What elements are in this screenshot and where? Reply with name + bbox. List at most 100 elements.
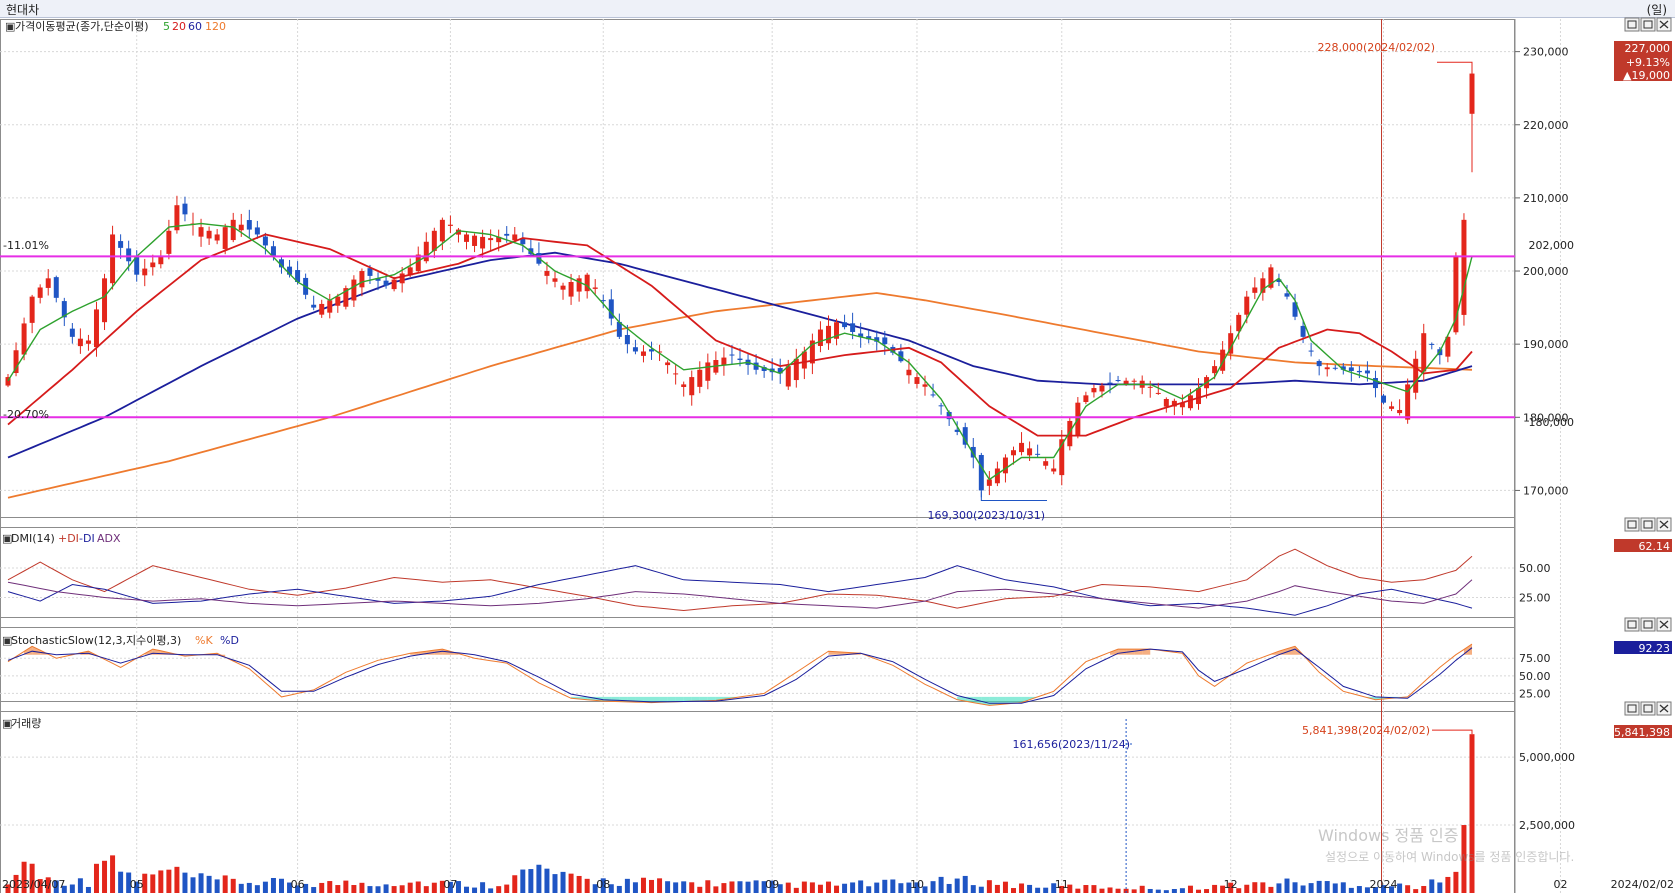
vol-panel-frame xyxy=(0,701,1515,893)
volume-bar xyxy=(946,883,952,893)
min-box-icon xyxy=(1627,704,1637,713)
window-titlebar: 현대차 (일) xyxy=(0,0,1675,18)
candle-body xyxy=(1276,279,1282,282)
panel-min-button[interactable] xyxy=(1624,701,1640,716)
volume-bar xyxy=(21,861,27,893)
overbought-fill xyxy=(32,646,41,655)
volume-bar xyxy=(415,881,421,893)
volume-bar xyxy=(423,886,429,893)
volume-bar xyxy=(69,884,75,893)
candle-body xyxy=(721,357,727,366)
volume-bar xyxy=(705,880,711,893)
x-tick-label: 09 xyxy=(765,878,779,891)
candle-body xyxy=(1260,278,1266,293)
volume-bar xyxy=(455,881,461,893)
volume-bar xyxy=(1381,885,1387,893)
horizontal-lines[interactable] xyxy=(0,61,1515,502)
ma120-path xyxy=(7,292,1473,499)
stock-chart[interactable]: 2023/04/07 05 06 07 08 09 10 11 12 2024 02 2024/02/… xyxy=(0,17,1675,893)
dmi-panel-legend[interactable]: ▣ DMI(14) +DI -DI ADX xyxy=(2,532,121,545)
candle-body xyxy=(1381,395,1387,403)
price-tick-label: 230,000 xyxy=(1523,46,1569,59)
candle-body xyxy=(45,278,51,288)
hline-upper-value: 202,000 xyxy=(1529,239,1575,252)
panel-close-button[interactable] xyxy=(1656,701,1672,716)
candle-body xyxy=(632,347,638,352)
panel-controls[interactable] xyxy=(1624,17,1672,716)
max-icon xyxy=(1640,617,1656,632)
candle-body xyxy=(649,349,655,352)
candle-body xyxy=(1187,395,1193,409)
candle-body xyxy=(1268,267,1274,288)
candle-body xyxy=(93,309,99,348)
candle-body xyxy=(439,219,445,242)
volume-bar xyxy=(858,880,864,893)
candle-body xyxy=(287,266,293,275)
candle-body xyxy=(238,224,244,231)
volume-bar xyxy=(5,884,11,893)
panel-min-button[interactable] xyxy=(1624,517,1640,532)
candle-body xyxy=(118,241,124,248)
volume-bar xyxy=(1228,882,1234,893)
volume-bar xyxy=(303,883,309,893)
candle-body xyxy=(29,296,35,323)
volume-bar xyxy=(134,881,140,893)
volume-bar xyxy=(890,879,896,893)
candle-body xyxy=(335,296,341,306)
volume-bar xyxy=(45,877,51,893)
overbought-fill xyxy=(1278,648,1287,655)
candle-body xyxy=(858,333,864,337)
period-unit: (일) xyxy=(1646,3,1667,17)
price-tick-label: 190,000 xyxy=(1523,338,1569,351)
close-x-icon xyxy=(1659,520,1669,529)
panel-max-button[interactable] xyxy=(1640,617,1656,632)
candle-body xyxy=(657,351,663,353)
change-amount-badge: ▲19,000 xyxy=(1623,69,1670,82)
volume-bar xyxy=(1364,887,1370,893)
candle-body xyxy=(1019,442,1025,453)
candle-body xyxy=(906,369,912,376)
panel-max-button[interactable] xyxy=(1640,701,1656,716)
stoch-panel-legend[interactable]: ▣ StochasticSlow(12,3,지수이평,3) %K %D xyxy=(2,634,239,647)
volume-bar xyxy=(713,886,719,893)
volume-bar xyxy=(649,879,655,893)
min-box-icon xyxy=(1627,20,1637,29)
volume-bar xyxy=(1131,889,1137,893)
candle-body xyxy=(158,256,164,265)
candle-body xyxy=(809,340,815,364)
volume-panel-legend[interactable]: ▣ 거래량 xyxy=(2,717,41,730)
volume-bar xyxy=(1204,889,1210,893)
panel-close-button[interactable] xyxy=(1656,617,1672,632)
panel-max-button[interactable] xyxy=(1640,17,1656,32)
volume-bar xyxy=(1163,890,1169,893)
candle-body xyxy=(1083,395,1089,403)
oversold-fill xyxy=(707,696,716,701)
price-panel-legend[interactable]: ▣ 가격이동평균(종가,단순이평) 5 20 60 120 xyxy=(5,20,226,33)
candle-body xyxy=(1364,370,1370,374)
candle-body xyxy=(1308,350,1314,352)
pdi-legend: +DI xyxy=(58,532,79,545)
candle-body xyxy=(1171,400,1177,407)
panel-close-button[interactable] xyxy=(1656,517,1672,532)
price-tick-label: 180,000 xyxy=(1523,411,1569,424)
candle-body xyxy=(327,300,333,313)
volume-bar xyxy=(1397,883,1403,893)
volume-bar xyxy=(472,887,478,893)
candle-body xyxy=(1372,378,1378,389)
volume-bar xyxy=(1445,876,1451,893)
volume-bar xyxy=(640,877,646,893)
panel-min-button[interactable] xyxy=(1624,17,1640,32)
oversold-fill xyxy=(691,696,700,702)
volume-bar xyxy=(504,884,510,893)
panel-min-button[interactable] xyxy=(1624,617,1640,632)
volume-bar xyxy=(295,885,301,893)
panel-close-button[interactable] xyxy=(1656,17,1672,32)
candle-body xyxy=(1405,384,1411,420)
mdi-legend: -DI xyxy=(79,532,95,545)
candle-body xyxy=(367,268,373,276)
panel-max-button[interactable] xyxy=(1640,517,1656,532)
volume-bar xyxy=(1413,889,1419,893)
candle-body xyxy=(383,280,389,286)
candle-body xyxy=(1155,392,1161,394)
candle-body xyxy=(480,236,486,249)
